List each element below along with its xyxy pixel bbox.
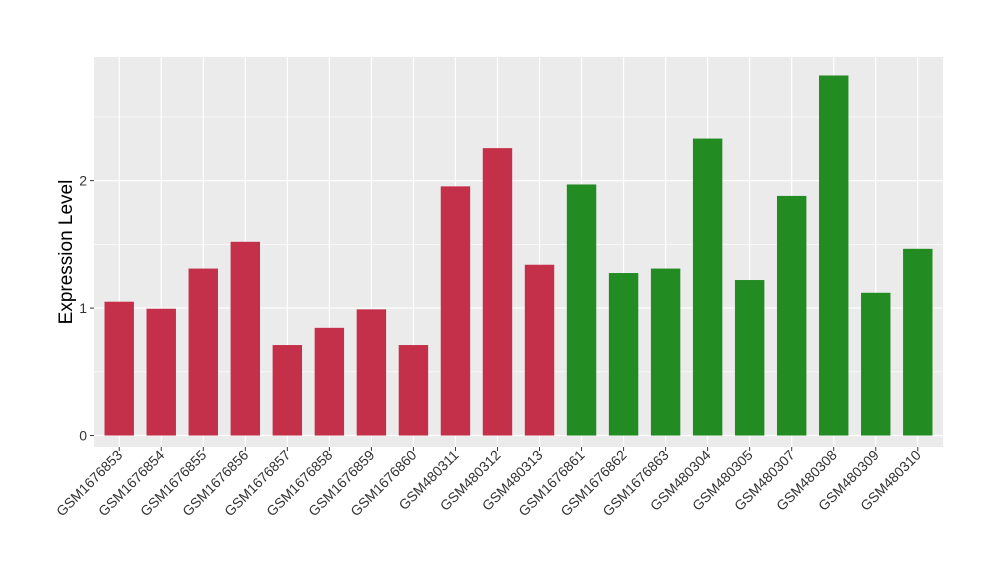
bar-GSM480311 [440,186,471,436]
y-tick-label: 2 [79,173,87,189]
x-axis: GSM1676853GSM1676854GSM1676855GSM1676856… [53,447,924,520]
bar-GSM480313 [524,264,555,436]
bar-GSM480305 [734,280,765,436]
bar-GSM1676853 [104,301,134,436]
bar-GSM1676862 [608,273,639,436]
bar-GSM1676863 [650,268,681,436]
bar-GSM1676858 [314,327,345,436]
y-tick-label: 1 [79,300,87,316]
bar-GSM480312 [482,148,513,436]
bar-GSM480304 [692,138,723,436]
bar-GSM480307 [776,195,807,436]
bar-GSM480310 [903,248,933,436]
bar-GSM1676855 [188,268,218,436]
y-tick-label: 0 [79,428,87,444]
bar-GSM1676859 [356,309,387,436]
plot-panel [94,57,943,447]
y-axis-title: Expression Level [56,180,77,325]
y-axis: 0 1 2 [79,173,94,444]
bar-GSM1676861 [566,184,597,436]
bar-GSM480309 [861,292,891,436]
bar-GSM480308 [819,75,849,436]
bars [104,75,933,436]
bar-GSM1676856 [230,241,261,436]
bar-GSM1676854 [146,308,176,436]
bar-GSM1676860 [398,345,429,436]
bar-GSM1676857 [272,345,303,436]
